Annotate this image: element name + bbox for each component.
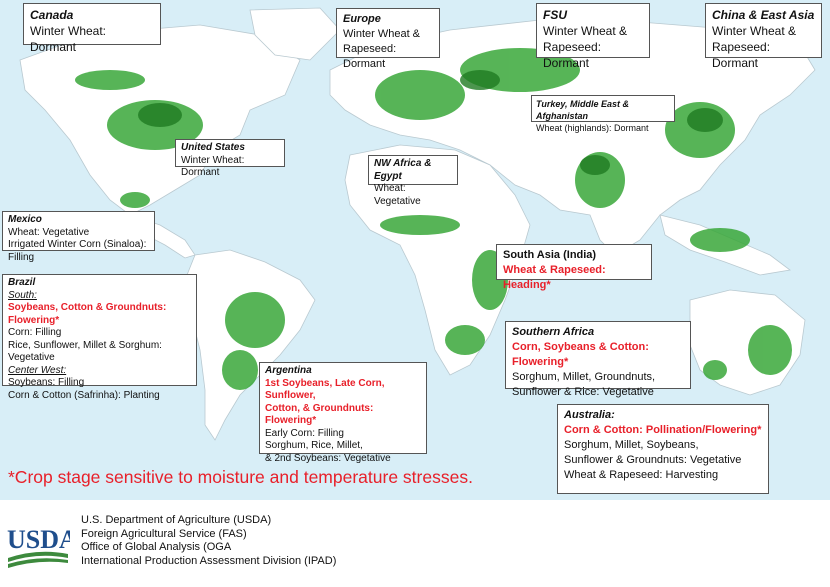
region-name: Southern Africa <box>512 326 595 338</box>
agency-line: Office of Global Analysis (OGA <box>81 541 232 553</box>
region-line: Rapeseed: Dormant <box>712 40 771 70</box>
region-australia: Australia: Corn & Cotton: Pollination/Fl… <box>557 404 769 494</box>
region-red-line: 1st Soybeans, Late Corn, Sunflower, <box>265 377 385 402</box>
region-line: Winter Wheat: Dormant <box>30 24 107 54</box>
brazil-cropland <box>225 292 285 348</box>
region-china-east-asia: China & East Asia Winter Wheat & Rapesee… <box>705 3 822 70</box>
region-name: China & East Asia <box>712 8 815 22</box>
australia-cropland <box>748 325 792 375</box>
agency-line: International Production Assessment Divi… <box>81 554 337 567</box>
agency-line: Foreign Agricultural Service (FAS) <box>81 527 247 540</box>
region-line: Winter Wheat: Dormant <box>181 154 245 179</box>
corn-belt-dense <box>138 103 182 127</box>
usda-logo-swoosh <box>8 551 68 562</box>
region-name: Europe <box>343 13 381 25</box>
region-red-line: Corn, Soybeans & Cotton: Flowering* <box>512 341 649 368</box>
sw-australia-cropland <box>703 360 727 380</box>
world-map-graphic <box>0 0 830 500</box>
ukraine-dense <box>460 70 500 90</box>
region-line: Winter Wheat & <box>343 28 421 40</box>
usda-logo-text: USDA <box>7 525 70 554</box>
region-line: & 2nd Soybeans: Vegetative <box>265 452 391 464</box>
canada-cropland <box>75 70 145 90</box>
region-nw-africa-egypt: NW Africa & Egypt Wheat: Vegetative <box>368 155 458 207</box>
usda-logo-swoosh-lower <box>8 558 68 568</box>
region-mexico: Mexico Wheat: Vegetative Irrigated Winte… <box>2 211 155 263</box>
region-name: United States <box>181 142 245 153</box>
north-india-dense <box>580 155 610 175</box>
region-name: Argentina <box>265 365 312 376</box>
mexico-cropland <box>120 192 150 208</box>
se-asia-cropland <box>690 228 750 252</box>
region-line: Sorghum, Millet, Groundnuts, <box>512 371 656 383</box>
region-line: Sorghum, Rice, Millet, <box>265 440 363 451</box>
greenland-land <box>249 7 341 61</box>
region-united-states: United States Winter Wheat: Dormant <box>175 139 285 178</box>
europe-cropland <box>375 70 465 120</box>
agency-line: U.S. Department of Agriculture (USDA) <box>81 514 272 526</box>
usda-logo: USDA <box>7 525 70 568</box>
dense-cropland-areas <box>138 70 723 175</box>
footnote: *Crop stage sensitive to moisture and te… <box>8 467 473 487</box>
region-name: South Asia (India) <box>503 249 597 261</box>
region-red-line: Soybeans, Cotton & Groundnuts: Flowering… <box>8 302 167 326</box>
region-line: Wheat & Rapeseed: Harvesting <box>564 469 719 481</box>
region-fsu: FSU Winter Wheat & Rapeseed: Dormant <box>536 3 650 70</box>
argentina-cropland <box>222 350 258 390</box>
region-argentina: Argentina 1st Soybeans, Late Corn, Sunfl… <box>259 362 427 464</box>
west-africa-cropland <box>380 215 460 235</box>
region-name: Australia: <box>564 409 615 421</box>
region-line: Rapeseed: Dormant <box>343 43 397 70</box>
region-line: Sunflower & Groundnuts: Vegetative <box>564 454 742 466</box>
region-turkey-middle-east: Turkey, Middle East & Afghanistan Wheat … <box>531 95 675 133</box>
region-southern-africa: Southern Africa Corn, Soybeans & Cotton:… <box>505 321 691 398</box>
world-map: Canada Winter Wheat: Dormant Europe Wint… <box>0 0 830 500</box>
region-line: Sunflower & Rice: Vegetative <box>512 386 654 398</box>
region-line: Wheat (highlands): Dormant <box>536 123 649 133</box>
region-name: FSU <box>543 8 567 22</box>
southern-africa-cropland <box>445 325 485 355</box>
region-name: NW Africa & Egypt <box>374 158 432 182</box>
north-china-dense <box>687 108 723 132</box>
region-line: Corn: Filling <box>8 327 62 338</box>
region-canada: Canada Winter Wheat: Dormant <box>23 3 161 54</box>
region-name: Turkey, Middle East & Afghanistan <box>536 99 630 121</box>
region-line: Rice, Sunflower, Millet & Sorghum: Veget… <box>8 339 162 364</box>
africa-land <box>344 144 531 376</box>
region-line: Wheat: Vegetative <box>8 226 90 238</box>
region-line: Corn & Cotton (Safrinha): Planting <box>8 389 160 401</box>
region-line: Soybeans: Filling <box>8 377 85 388</box>
region-red-line: Wheat & Rapeseed: Heading* <box>503 264 606 291</box>
region-subheading: Center West: <box>8 364 67 376</box>
agency-credits: U.S. Department of Agriculture (USDA) Fo… <box>81 514 336 568</box>
region-brazil: Brazil South: Soybeans, Cotton & Groundn… <box>2 274 197 401</box>
region-name: Canada <box>30 8 74 22</box>
region-line: Wheat: Vegetative <box>374 183 421 207</box>
region-line: Irrigated Winter Corn (Sinaloa): Filling <box>8 239 147 263</box>
region-subheading: South: <box>8 289 37 301</box>
region-red-line: Corn & Cotton: Pollination/Flowering* <box>564 424 762 436</box>
region-line: Sorghum, Millet, Soybeans, <box>564 439 699 451</box>
region-line: Winter Wheat & <box>543 24 628 38</box>
region-line: Winter Wheat & <box>712 24 797 38</box>
region-line: Early Corn: Filling <box>265 427 344 439</box>
region-name: Brazil <box>8 277 36 288</box>
region-south-asia: South Asia (India) Wheat & Rapeseed: Hea… <box>496 244 652 291</box>
region-red-line: Cotton, & Groundnuts: Flowering* <box>265 402 374 427</box>
region-line: Rapeseed: Dormant <box>543 40 602 70</box>
region-europe: Europe Winter Wheat & Rapeseed: Dormant <box>336 8 440 70</box>
region-name: Mexico <box>8 214 42 225</box>
